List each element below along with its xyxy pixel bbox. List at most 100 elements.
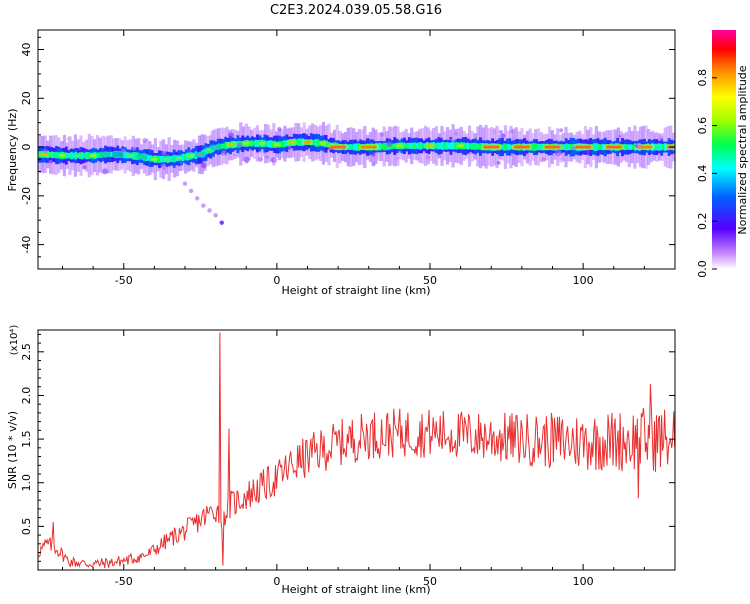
spectrogram-core-cell	[72, 152, 75, 159]
spectrogram-ridge-glow	[542, 144, 563, 150]
spectrogram-core-cell	[391, 143, 395, 149]
spectrogram-core-cell	[265, 140, 268, 147]
spectrogram-noise-blob	[650, 130, 656, 135]
spectrogram-core-cell	[629, 144, 633, 150]
spectrogram-core-cell	[310, 139, 313, 146]
spectrogram-ridge-peak	[114, 152, 122, 156]
snr-marks	[38, 332, 675, 569]
snr-x-tick-label: 100	[573, 575, 594, 588]
spectrogram-noise-blob	[491, 129, 497, 135]
spectrogram-noise-blob	[142, 138, 148, 143]
spectrogram-core-cell	[413, 142, 416, 150]
spectrogram-ridge-glow	[72, 152, 84, 159]
spectrogram-core-cell	[267, 140, 270, 148]
spectrogram-core-cell	[55, 151, 58, 159]
spectrogram-ridge-peak	[330, 145, 347, 149]
spectrogram-core-cell	[286, 139, 290, 147]
spectrogram-ridge-peak	[150, 157, 158, 161]
colorbar-ticks: 0.0 0.2 0.4 0.6 0.8	[696, 69, 717, 278]
colorbar-tick-label: 0.6	[696, 117, 709, 135]
spectrogram-core-cell	[48, 151, 52, 158]
spectrogram-core-cell	[438, 142, 442, 149]
spectrogram-core-cell	[601, 143, 605, 151]
spectrogram-ridge-peak	[258, 141, 266, 145]
spectrogram-core-cell	[224, 141, 228, 150]
spectrogram-noise-blob	[197, 152, 202, 157]
spectrogram-core-cell	[593, 143, 596, 151]
spectrogram-ridge-glow	[148, 156, 160, 163]
spectrogram-core-cell	[657, 143, 661, 151]
spectrogram-core-cell	[415, 143, 418, 149]
spectrogram-panel: -50 0 50 100 -40 -20 0 20 40 Height of straight …	[6, 29, 676, 297]
spectrogram-core-cell	[408, 142, 412, 149]
spectrogram-core-cell	[235, 141, 238, 148]
spectrogram-ridge-glow	[511, 144, 532, 150]
spectrogram-core-cell	[327, 141, 331, 148]
snr-y-multiplier: (x10⁴)	[9, 325, 20, 356]
spectrogram-core-cell	[280, 141, 283, 147]
spectrogram-noise-blob	[227, 132, 235, 139]
spectrogram-ridge-peak	[163, 157, 171, 161]
colorbar-tick-label: 0.4	[696, 165, 709, 183]
spectrogram-core-cell	[503, 143, 506, 151]
spectrogram-core-cell	[218, 143, 221, 150]
spectrogram-core-cell	[295, 139, 298, 145]
spectrogram-core-cell	[623, 143, 626, 151]
spectrogram-branch-point	[219, 220, 224, 225]
spectrogram-core-cell	[419, 141, 423, 150]
spectrogram-x-tick-label: 50	[423, 274, 437, 287]
spectrogram-ridge-glow	[481, 144, 502, 150]
spectrogram-core-cell	[655, 143, 658, 151]
spectrogram-ridge-glow	[204, 146, 215, 153]
spectrogram-core-cell	[436, 142, 440, 150]
spectrogram-core-cell	[134, 152, 138, 160]
spectrogram-noise-blob	[43, 149, 48, 154]
spectrogram-noise-blob	[425, 155, 431, 160]
spectrogram-noise-blob	[277, 126, 282, 132]
spectrogram-core-cell	[385, 142, 388, 151]
spectrogram-noise-blob	[78, 147, 81, 151]
spectrogram-branch-point	[188, 188, 194, 194]
spectrogram-ridge-peak	[319, 141, 327, 145]
spectrogram-core-cell	[158, 155, 161, 163]
spectrogram-noise-blob	[269, 157, 274, 162]
spectrogram-ridge-glow	[124, 152, 136, 159]
spectrogram-core-cell	[481, 143, 485, 151]
spectrogram-core-cell	[417, 142, 421, 150]
spectrogram-core-cell	[567, 143, 571, 151]
spectrogram-core-cell	[421, 143, 425, 149]
spectrogram-ridge-glow	[271, 141, 283, 148]
spectrogram-noise-blob	[233, 153, 236, 157]
spectrogram-core-cell	[447, 142, 451, 149]
spectrogram-core-cell	[256, 140, 260, 147]
spectrogram-core-cell	[95, 152, 99, 158]
spectrogram-core-cell	[625, 144, 628, 150]
spectrogram-ridge-glow	[225, 141, 237, 148]
spectrogram-ridge-glow	[302, 139, 313, 146]
spectrogram-ridge-glow	[210, 144, 222, 150]
snr-y-tick-label: 2.0	[20, 387, 33, 405]
spectrogram-ridge-peak	[227, 143, 235, 147]
spectrogram-core-cell	[595, 143, 598, 151]
spectrogram-noise-blob	[586, 149, 591, 154]
spectrogram-noise-blob	[496, 160, 501, 165]
colorbar: 0.0 0.2 0.4 0.6 0.8 Normalized spectral ampl…	[696, 30, 749, 278]
spectrogram-core-cell	[477, 143, 481, 150]
spectrogram-core-cell	[659, 143, 663, 151]
spectrogram-noise-blob	[102, 168, 109, 175]
spectrogram-core-cell	[325, 140, 328, 148]
spectrogram-core-cell	[205, 149, 208, 155]
spectrogram-ridge-peak	[74, 154, 82, 158]
spectrogram-core-cell	[423, 143, 427, 149]
spectrogram-ridge-peak	[360, 145, 377, 149]
spectrogram-core-cell	[633, 143, 637, 151]
spectrogram-noise-blob	[371, 152, 376, 157]
spectrogram-ridge-peak	[575, 145, 592, 149]
spectrogram-noise-blob	[210, 131, 214, 135]
spectrogram-x-label: Height of straight line (km)	[281, 284, 430, 297]
spectrogram-ridge-glow	[112, 151, 124, 158]
spectrogram-core-cell	[301, 138, 305, 146]
spectrogram-noise-blob	[322, 149, 325, 153]
spectrogram-branch-point	[201, 203, 206, 208]
snr-y-tick-label: 1.0	[20, 474, 33, 492]
